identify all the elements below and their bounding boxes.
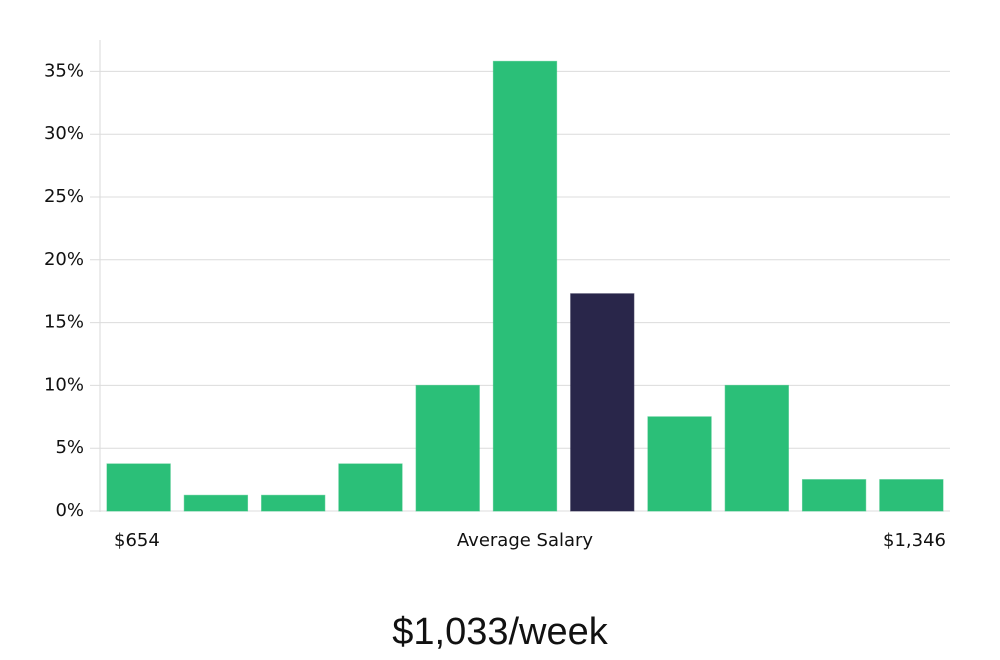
x-tick-label: $654 [114,530,160,551]
bar [570,293,635,512]
bar [647,416,712,512]
bar [183,494,249,512]
y-tick-label: 30% [44,123,84,144]
bar [492,60,558,512]
y-tick-label: 25% [44,186,84,207]
bar [879,479,944,512]
bar [106,463,171,512]
y-tick-label: 15% [44,312,84,333]
subtitle: $1,033/week [392,611,608,653]
y-tick-label: 5% [55,437,84,458]
bar [261,494,326,512]
x-axis-label: Average Salary [457,530,594,551]
y-tick-label: 20% [44,249,84,270]
x-tick-label: $1,346 [883,530,946,551]
y-tick-label: 10% [44,374,84,395]
bar [801,479,867,512]
y-tick-label: 35% [44,60,84,81]
bar [415,384,480,512]
bar [724,384,789,512]
bar [338,463,403,512]
y-tick-label: 0% [55,500,84,521]
